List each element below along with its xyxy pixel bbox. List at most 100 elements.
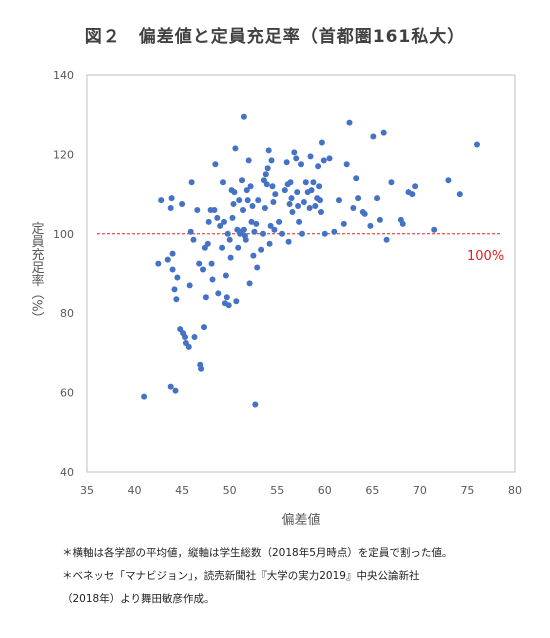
data-point (205, 218, 212, 225)
data-point (200, 266, 206, 273)
data-point (236, 197, 243, 204)
data-point (353, 175, 360, 182)
data-point (226, 236, 233, 243)
data-point (212, 161, 219, 168)
data-point (158, 197, 165, 204)
data-point (245, 157, 252, 164)
data-point (346, 119, 353, 126)
data-point (240, 113, 247, 120)
data-point (367, 222, 374, 229)
data-point (246, 280, 253, 287)
y-tick-label: 120 (53, 148, 74, 161)
x-tick-label: 50 (223, 484, 237, 497)
x-axis-label: 偏差値 (281, 512, 320, 528)
data-point (289, 209, 296, 215)
data-point (281, 187, 288, 194)
data-point (296, 218, 303, 225)
data-point (247, 183, 254, 190)
data-point (179, 201, 186, 207)
data-point (315, 163, 322, 170)
data-point (285, 238, 292, 245)
data-point (343, 161, 350, 168)
data-point (331, 228, 338, 235)
data-point (399, 220, 406, 227)
data-point (239, 177, 245, 184)
data-point (474, 141, 480, 148)
data-point (294, 189, 301, 196)
data-point (215, 290, 222, 297)
data-point (340, 220, 347, 227)
y-tick-label: 60 (60, 387, 74, 400)
data-point (167, 205, 174, 211)
data-point (370, 133, 377, 140)
data-point (240, 226, 247, 233)
data-point (267, 222, 274, 229)
data-point (155, 260, 162, 267)
data-point (248, 218, 255, 225)
data-point (208, 260, 215, 267)
data-point (211, 207, 218, 213)
data-point (383, 236, 390, 243)
data-point (336, 197, 342, 204)
data-point (217, 222, 224, 229)
data-point (222, 272, 229, 279)
data-point (268, 157, 275, 164)
data-point (258, 246, 265, 253)
data-point (171, 286, 178, 293)
data-point (219, 244, 226, 251)
data-point (376, 216, 383, 223)
scatter-chart: 100% 40 60 80 100 120 140 35 40 45 50 55 60 65 70 75 8… (29, 69, 523, 528)
y-tick-label: 140 (53, 69, 74, 82)
reference-line-label: 100% (467, 249, 504, 264)
data-point (298, 161, 304, 168)
data-point (198, 365, 205, 372)
plot-area (86, 74, 516, 473)
data-point (264, 165, 271, 172)
data-point (295, 203, 302, 209)
data-point (169, 266, 176, 273)
data-point (388, 179, 395, 186)
data-point (361, 210, 368, 217)
x-tick-label: 60 (318, 484, 332, 497)
data-point (209, 276, 216, 283)
data-point (307, 153, 314, 160)
data-point (221, 218, 227, 225)
data-point (233, 298, 240, 305)
data-point (201, 324, 207, 331)
data-point (214, 214, 221, 221)
data-point (261, 205, 268, 211)
data-point (283, 159, 290, 166)
data-point (190, 236, 197, 243)
data-point (202, 294, 209, 301)
data-point (302, 179, 309, 186)
data-point (262, 171, 269, 178)
data-point (310, 179, 317, 186)
data-point (185, 343, 192, 350)
footnote-2: ＊ベネッセ「マナビジョン」，読売新聞社『大学の実力2019』中央公論新社 (62, 570, 420, 582)
data-point (317, 197, 323, 204)
x-tick-label: 75 (460, 484, 474, 497)
data-point (223, 294, 230, 301)
data-point (227, 254, 234, 261)
data-point (255, 197, 262, 204)
x-tick-label: 70 (413, 484, 427, 497)
data-point (312, 203, 319, 209)
data-point (263, 181, 270, 188)
data-point (174, 274, 181, 281)
data-point (291, 149, 298, 156)
data-point (271, 226, 278, 233)
data-point (251, 228, 258, 235)
footnote-3: （2018年）より舞田敏彦作成。 (62, 593, 215, 605)
data-point (167, 383, 174, 390)
data-point (250, 252, 257, 259)
x-tick-label: 65 (365, 484, 379, 497)
data-point (318, 209, 324, 215)
chart-title: 図２ 偏差値と定員充足率（首都圏161私大） (84, 27, 466, 47)
data-point (229, 214, 236, 221)
data-point (293, 155, 300, 162)
data-point (225, 302, 232, 309)
data-point (224, 230, 231, 237)
x-tick-label: 55 (270, 484, 284, 497)
data-point (299, 230, 305, 237)
data-point (235, 244, 242, 251)
